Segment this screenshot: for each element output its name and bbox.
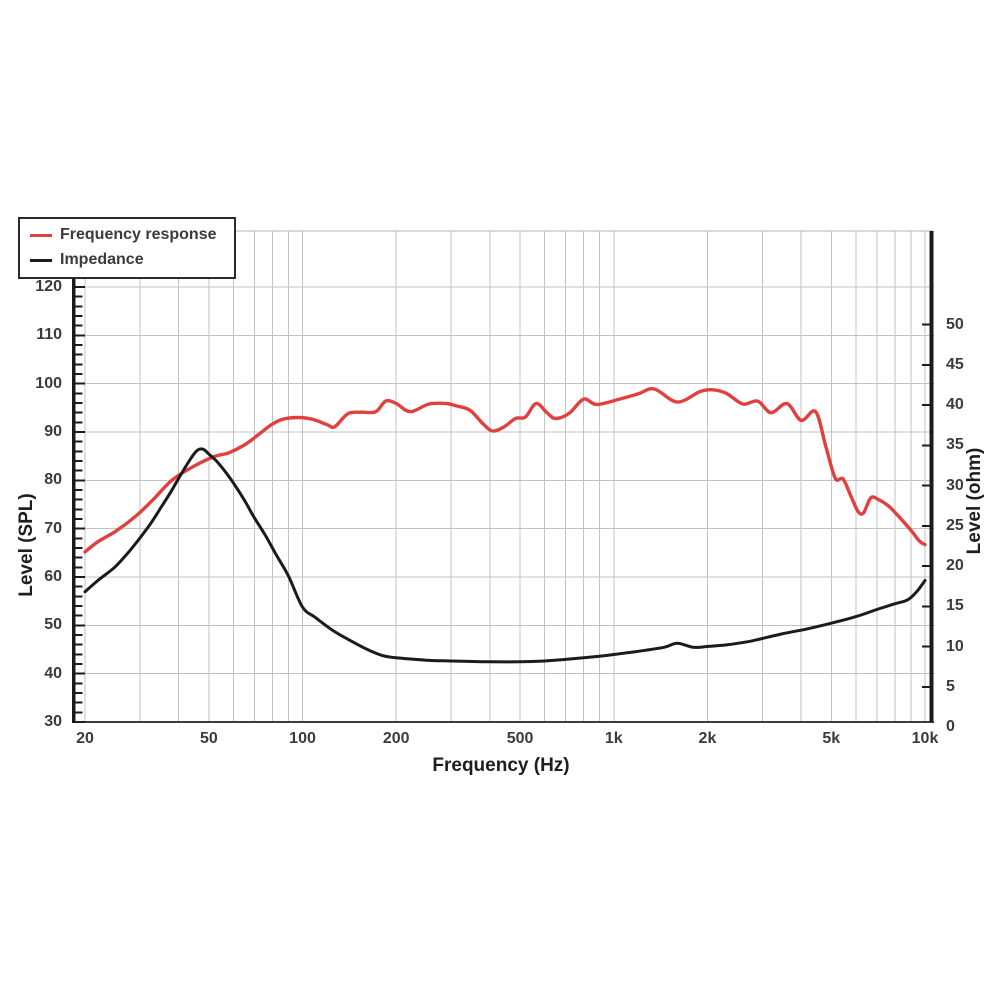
legend-label-impedance: Impedance: [60, 251, 144, 268]
impedance-line-swatch: [30, 258, 52, 262]
right-tick-label-10: 10: [946, 637, 964, 655]
x-tick-label-100: 100: [289, 730, 316, 747]
legend: Frequency response Impedance: [18, 217, 236, 279]
left-tick-label-40: 40: [44, 664, 62, 682]
left-tick-label-120: 120: [35, 278, 62, 295]
right-tick-label-15: 15: [946, 597, 964, 615]
left-tick-label-80: 80: [44, 471, 62, 489]
right-tick-label-20: 20: [946, 557, 964, 574]
x-tick-label-5k: 5k: [822, 730, 841, 747]
right-axis-title: Level (ohm): [964, 447, 985, 555]
legend-item-impedance: Impedance: [30, 251, 224, 269]
right-tick-label-45: 45: [946, 355, 964, 373]
x-tick-label-10k: 10k: [911, 730, 939, 747]
frequency-response-line-swatch: [30, 233, 52, 237]
left-tick-label-100: 100: [35, 374, 62, 392]
left-tick-label-50: 50: [44, 616, 62, 634]
x-tick-label-500: 500: [506, 730, 534, 747]
x-tick-label-200: 200: [382, 730, 410, 747]
x-tick-label-1k: 1k: [604, 730, 623, 747]
left-tick-label-70: 70: [44, 519, 62, 537]
right-tick-label-40: 40: [946, 396, 964, 413]
x-axis-title: Frequency (Hz): [432, 755, 570, 776]
legend-item-frequency-response: Frequency response: [30, 226, 224, 244]
left-tick-label-90: 90: [44, 422, 62, 440]
right-tick-label-0: 0: [946, 718, 955, 735]
left-tick-label-30: 30: [44, 712, 62, 730]
x-tick-label-2k: 2k: [698, 730, 717, 747]
frequency-response-curve: [83, 387, 927, 554]
right-tick-label-5: 5: [946, 677, 955, 695]
x-tick-label-20: 20: [76, 730, 94, 747]
legend-label-frequency-response: Frequency response: [60, 226, 217, 243]
left-tick-label-110: 110: [36, 326, 62, 344]
left-tick-label-60: 60: [44, 567, 62, 585]
right-tick-label-30: 30: [946, 476, 964, 494]
x-tick-label-50: 50: [199, 730, 218, 747]
right-tick-label-35: 35: [946, 436, 964, 454]
right-tick-label-25: 25: [946, 516, 964, 534]
impedance-curve: [83, 447, 927, 664]
right-tick-label-50: 50: [946, 315, 964, 333]
